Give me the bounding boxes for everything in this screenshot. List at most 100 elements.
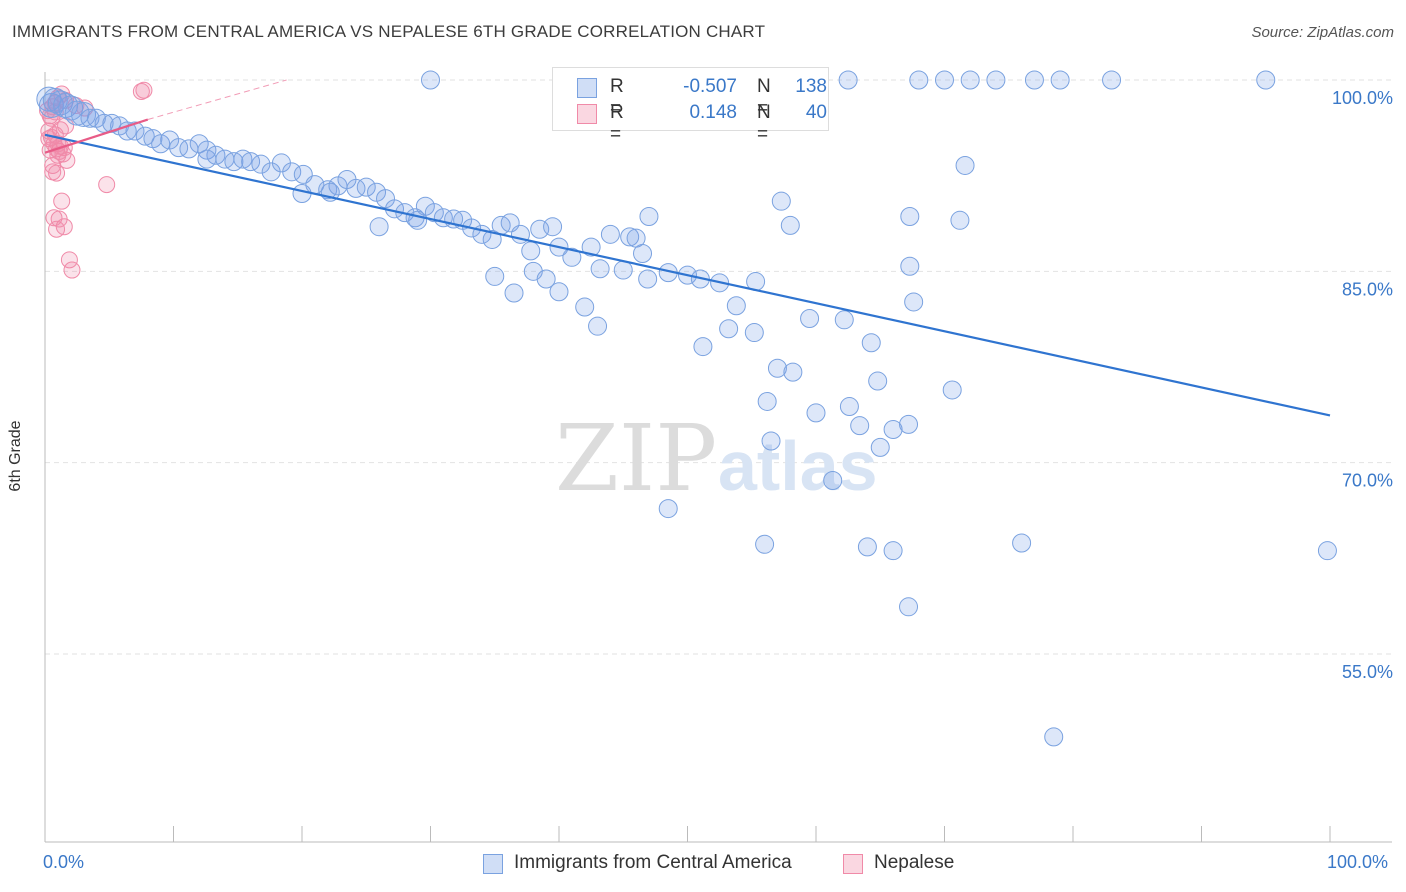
legend-n-value: 138	[795, 76, 827, 97]
data-point-central-america	[909, 70, 929, 90]
data-point-central-america	[955, 155, 975, 175]
data-point-central-america	[1256, 70, 1276, 90]
chart-title: IMMIGRANTS FROM CENTRAL AMERICA VS NEPAL…	[12, 22, 766, 41]
data-point-nepalese	[48, 164, 66, 182]
data-point-central-america	[38, 93, 64, 119]
data-point-central-america	[719, 319, 739, 339]
data-point-central-america	[620, 227, 640, 247]
data-point-central-america	[80, 108, 100, 128]
data-point-central-america	[850, 416, 870, 436]
data-point-central-america	[780, 215, 800, 235]
data-point-central-america	[658, 499, 678, 519]
data-point-central-america	[767, 358, 787, 378]
data-point-central-america	[755, 534, 775, 554]
data-point-central-america	[588, 316, 608, 336]
correlation-legend: R = -0.507 N = 138 R = 0.148 N = 40	[552, 67, 829, 145]
data-point-nepalese	[98, 176, 116, 194]
y-tick-label: 70.0%	[1342, 471, 1393, 491]
data-point-central-america	[870, 437, 890, 457]
data-point-central-america	[950, 210, 970, 230]
data-point-nepalese	[49, 146, 67, 164]
data-point-central-america	[1012, 533, 1032, 553]
data-point-central-america	[581, 237, 601, 257]
data-point-central-america	[521, 241, 541, 261]
data-point-central-america	[71, 101, 97, 127]
data-point-central-america	[356, 177, 376, 197]
legend-r-value: 0.148	[689, 102, 737, 123]
data-point-central-america	[482, 229, 502, 249]
bottom-legend-swatch-central-america	[483, 854, 503, 874]
data-point-central-america	[823, 471, 843, 491]
data-point-central-america	[761, 431, 781, 451]
trend-line-nepalese-extension	[147, 79, 287, 121]
data-point-central-america	[197, 149, 217, 169]
data-point-central-america	[169, 138, 189, 158]
trend-lines	[44, 79, 1331, 417]
data-point-central-america	[1050, 70, 1070, 90]
data-point-nepalese	[63, 261, 81, 279]
data-point-central-america	[806, 403, 826, 423]
data-point-central-america	[834, 310, 854, 330]
data-point-central-america	[346, 178, 366, 198]
data-point-central-america	[883, 420, 903, 440]
data-point-central-america	[562, 247, 582, 267]
legend-n-value: 40	[805, 102, 827, 123]
data-point-central-america	[744, 323, 764, 343]
data-point-central-america	[935, 70, 954, 90]
y-axis-title: 6th Grade	[7, 420, 24, 492]
data-point-central-america	[251, 154, 271, 174]
data-point-nepalese	[53, 192, 71, 210]
data-point-central-america	[726, 296, 746, 316]
data-point-central-america	[839, 397, 859, 417]
legend-r-label: R =	[610, 76, 624, 119]
data-point-central-america	[904, 292, 924, 312]
data-point-central-america	[504, 283, 524, 303]
legend-r-value: -0.507	[683, 76, 737, 97]
data-point-central-america	[838, 70, 858, 90]
data-point-central-america	[899, 414, 919, 434]
data-point-central-america	[135, 126, 155, 146]
legend-n-label: N =	[757, 76, 771, 119]
data-point-central-america	[549, 282, 569, 302]
y-tick-label: 85.0%	[1342, 279, 1393, 299]
watermark-atlas: atlas	[718, 427, 878, 505]
data-point-central-america	[899, 597, 919, 617]
data-point-central-america	[590, 259, 610, 279]
data-point-central-america	[543, 217, 563, 237]
data-point-central-america	[536, 269, 556, 289]
y-tick-labels: 100.0% 85.0% 70.0% 55.0%	[1332, 88, 1393, 682]
data-point-nepalese	[44, 156, 62, 174]
data-point-nepalese	[135, 81, 153, 99]
data-point-central-america	[102, 113, 122, 133]
data-point-central-america	[369, 217, 389, 237]
legend-r-label: R =	[610, 102, 624, 145]
x-axis-min-label: 0.0%	[43, 852, 85, 872]
data-point-central-america	[986, 70, 1006, 90]
y-tick-label: 55.0%	[1342, 662, 1393, 682]
watermark: ZIP atlas	[555, 405, 878, 512]
data-point-central-america	[638, 269, 658, 289]
x-axis-max-label: 100.0%	[1327, 852, 1389, 872]
legend-swatch-central-america	[577, 78, 597, 98]
data-point-central-america	[485, 266, 505, 286]
data-point-central-america	[292, 184, 312, 204]
y-tick-label: 100.0%	[1332, 88, 1393, 108]
data-point-central-america	[942, 380, 962, 400]
data-point-central-america	[1102, 70, 1122, 90]
data-point-central-america	[282, 162, 302, 182]
data-point-central-america	[424, 203, 444, 223]
data-point-central-america	[575, 297, 595, 317]
data-point-central-america	[421, 70, 440, 90]
data-point-central-america	[189, 134, 209, 154]
source-attribution: Source: ZipAtlas.com	[1251, 24, 1394, 41]
data-point-central-america	[771, 191, 791, 211]
data-point-central-america	[1024, 70, 1044, 90]
data-point-nepalese	[55, 218, 73, 236]
central-america-points	[36, 70, 1337, 747]
trend-line-nepalese	[44, 118, 149, 154]
data-point-central-america	[600, 224, 620, 244]
data-point-central-america	[800, 309, 820, 329]
data-point-central-america	[783, 362, 803, 382]
data-point-central-america	[94, 113, 114, 133]
